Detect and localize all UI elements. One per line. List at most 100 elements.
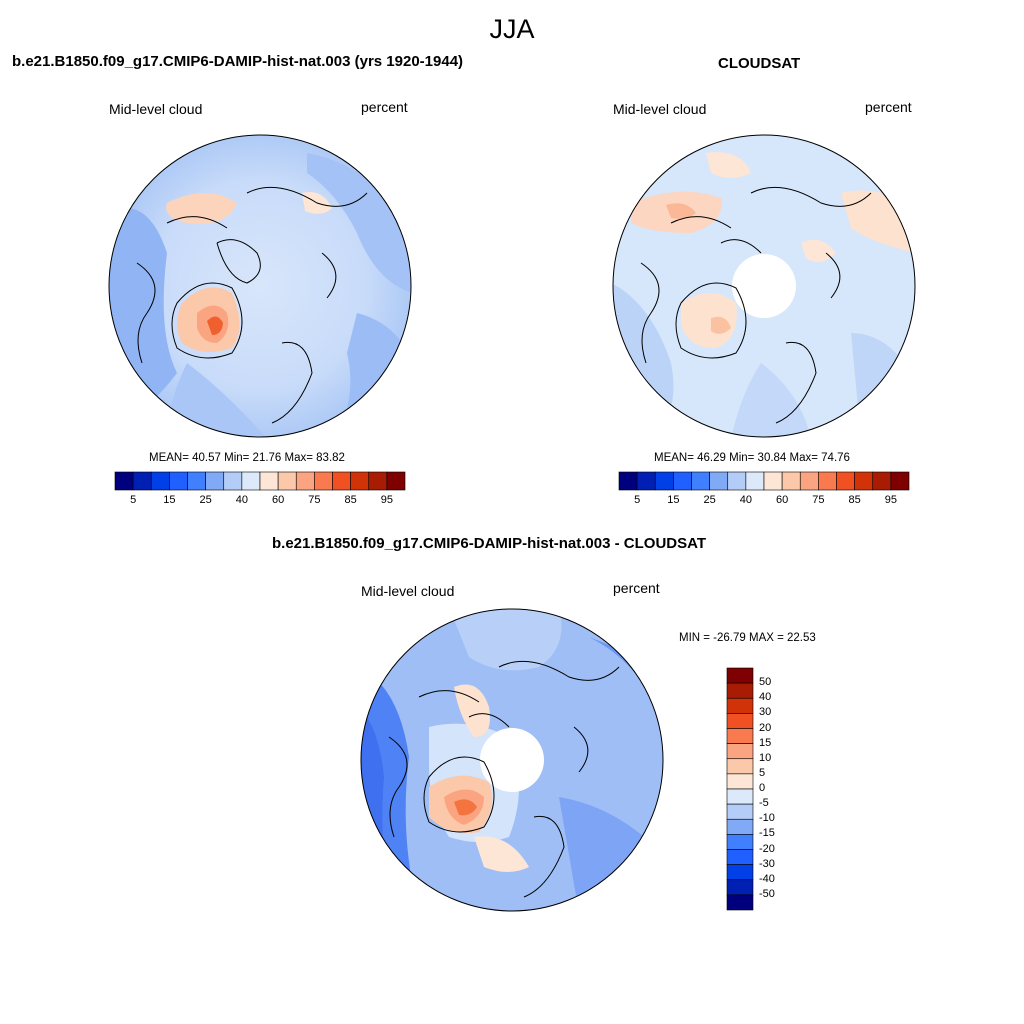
colorbar-tick-label: 40 [739, 494, 752, 506]
colorbar-tick-label: 95 [884, 494, 897, 506]
colorbar-tick-label: 25 [703, 494, 716, 506]
panel3-units-label: percent [613, 580, 660, 596]
colorbar-box [726, 849, 754, 865]
colorbar-box [781, 471, 801, 491]
colorbar-box [726, 758, 754, 775]
colorbar-box [350, 471, 370, 491]
colorbar-tick-label: -5 [759, 797, 769, 810]
colorbar-box [727, 471, 747, 491]
colorbar-tick-label: -30 [759, 857, 775, 870]
colorbar-tick-label: 85 [344, 494, 357, 506]
colorbar-tick-label: -40 [759, 872, 775, 885]
colorbar-tick-label: -10 [759, 812, 775, 825]
panel3-coastlines [388, 660, 620, 898]
panel1-colorbar [114, 471, 406, 491]
colorbar-box [836, 471, 855, 491]
colorbar-box [818, 471, 837, 491]
colorbar-box [368, 471, 388, 491]
panel3-colorbar [726, 667, 754, 911]
colorbar-box [726, 803, 754, 820]
colorbar-box [890, 471, 910, 491]
colorbar-tick-label: 15 [759, 736, 772, 749]
colorbar-box [169, 471, 188, 491]
colorbar-box [726, 667, 754, 684]
panel1-coastlines [136, 186, 368, 424]
panel1-stats: MEAN= 40.57 Min= 21.76 Max= 83.82 [149, 452, 345, 464]
panel3-stats: MIN = -26.79 MAX = 22.53 [679, 632, 816, 644]
colorbar-box [132, 471, 152, 491]
colorbar-box [726, 682, 754, 699]
colorbar-box [259, 471, 279, 491]
panel2-coastlines [640, 186, 872, 424]
panel3-polar-map [360, 608, 664, 912]
colorbar-box [726, 697, 754, 714]
colorbar-box [726, 834, 754, 850]
colorbar-box [114, 471, 134, 491]
colorbar-tick-label: 95 [380, 494, 393, 506]
panel1-units-label: percent [361, 99, 408, 115]
panel2-polar-map [612, 134, 916, 438]
colorbar-box [295, 471, 315, 491]
colorbar-tick-label: 75 [308, 494, 321, 506]
colorbar-tick-label: 60 [776, 494, 789, 506]
colorbar-box [673, 471, 692, 491]
colorbar-box [654, 471, 674, 491]
panel3-left-label: Mid-level cloud [361, 583, 455, 599]
colorbar-box [277, 471, 297, 491]
figure-title: JJA [489, 14, 535, 44]
colorbar-box [745, 471, 765, 491]
colorbar-tick-label: 85 [848, 494, 861, 506]
colorbar-box [726, 879, 754, 896]
colorbar-tick-label: 50 [759, 676, 772, 689]
colorbar-box [726, 788, 754, 805]
colorbar-tick-label: 5 [759, 766, 766, 779]
panel2-title: CLOUDSAT [718, 55, 801, 72]
colorbar-box [314, 471, 333, 491]
colorbar-tick-label: 60 [272, 494, 285, 506]
colorbar-box [872, 471, 892, 491]
colorbar-tick-label: 15 [163, 494, 176, 506]
panel1-left-label: Mid-level cloud [109, 101, 203, 117]
colorbar-box [386, 471, 406, 491]
colorbar-tick-label: 5 [130, 494, 137, 506]
panel1-polar-map [108, 134, 412, 438]
colorbar-tick-label: 25 [199, 494, 212, 506]
colorbar-box [205, 471, 225, 491]
colorbar-box [799, 471, 819, 491]
colorbar-box [709, 471, 729, 491]
colorbar-tick-label: -20 [759, 842, 775, 855]
colorbar-tick-label: 40 [759, 691, 772, 704]
colorbar-box [726, 728, 754, 744]
colorbar-box [726, 894, 754, 911]
panel3-title: b.e21.B1850.f09_g17.CMIP6-DAMIP-hist-nat… [272, 535, 706, 552]
colorbar-box [241, 471, 261, 491]
colorbar-tick-label: -15 [759, 827, 775, 840]
colorbar-box [726, 864, 754, 881]
colorbar-box [854, 471, 874, 491]
colorbar-box [150, 471, 170, 491]
colorbar-tick-label: 15 [667, 494, 680, 506]
panel2-stats: MEAN= 46.29 Min= 30.84 Max= 74.76 [654, 452, 850, 464]
colorbar-tick-label: 40 [235, 494, 248, 506]
colorbar-tick-label: 75 [812, 494, 825, 506]
colorbar-box [332, 471, 351, 491]
panel2-colorbar [618, 471, 910, 491]
colorbar-box [726, 773, 754, 790]
colorbar-tick-label: 5 [634, 494, 641, 506]
colorbar-tick-label: 20 [759, 721, 772, 734]
panel1-title: b.e21.B1850.f09_g17.CMIP6-DAMIP-hist-nat… [12, 53, 464, 70]
panel2-left-label: Mid-level cloud [613, 101, 707, 117]
colorbar-box [726, 713, 754, 729]
colorbar-box [618, 471, 638, 491]
colorbar-tick-label: 10 [759, 751, 772, 764]
colorbar-box [726, 818, 754, 835]
colorbar-box [187, 471, 206, 491]
colorbar-box [223, 471, 243, 491]
colorbar-box [691, 471, 710, 491]
colorbar-box [636, 471, 656, 491]
colorbar-box [763, 471, 783, 491]
panel2-units-label: percent [865, 99, 912, 115]
colorbar-tick-label: 0 [759, 782, 766, 794]
colorbar-box [726, 743, 754, 760]
colorbar-tick-label: -50 [759, 887, 775, 900]
